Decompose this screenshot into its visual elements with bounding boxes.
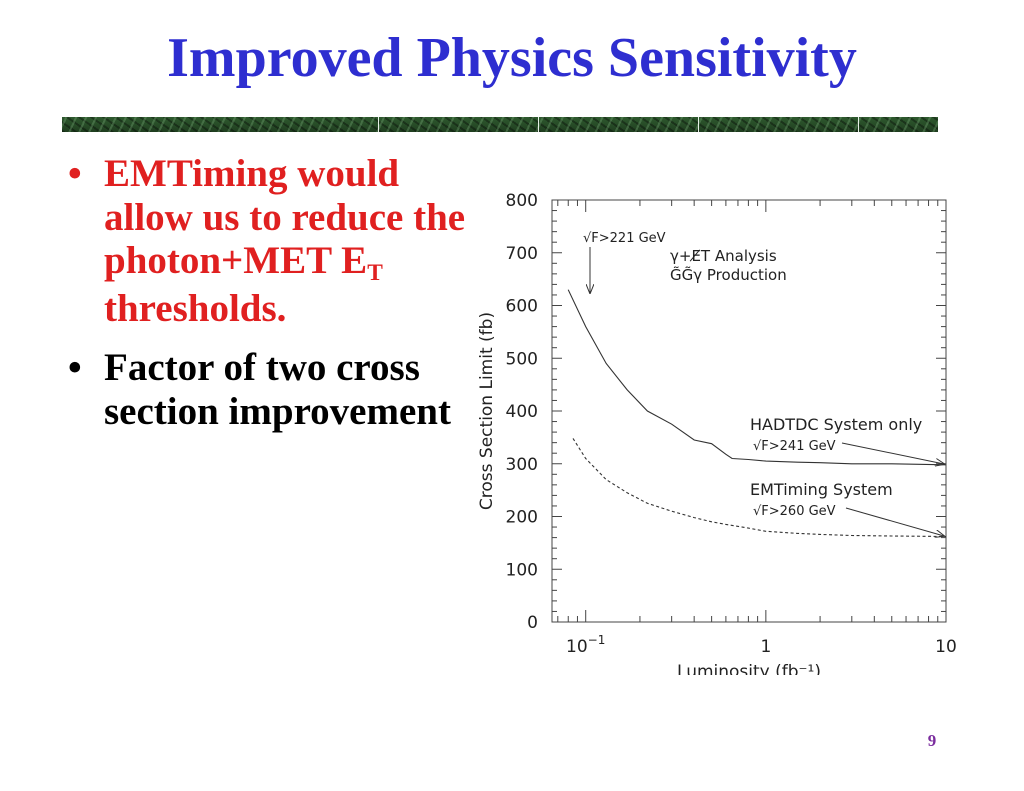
x-tick-label: 10 <box>935 637 957 657</box>
annotation-production: G̃G̃γ Production <box>670 265 787 284</box>
x-axis-label: Luminosity (fb⁻¹) <box>677 662 821 675</box>
series-line-emtiming <box>572 438 947 538</box>
y-tick-label: 200 <box>506 508 538 528</box>
y-tick-label: 300 <box>506 455 538 475</box>
y-tick-label: 500 <box>506 349 538 369</box>
bullet-subscript: T <box>367 260 383 287</box>
y-tick-label: 700 <box>506 244 538 264</box>
annotation-cut-241: √F>241 GeV <box>753 439 836 454</box>
bullet-text: Factor of two cross section improvement <box>104 346 451 433</box>
bullet-item: • Factor of two cross section improvemen… <box>62 346 482 433</box>
bullet-dot-icon: • <box>68 346 82 390</box>
y-tick-label: 600 <box>506 297 538 317</box>
divider-tick <box>698 117 699 132</box>
y-tick-label: 100 <box>506 560 538 580</box>
y-tick-label: 0 <box>527 613 538 633</box>
annotation-emtiming: EMTiming System <box>750 480 893 499</box>
y-tick-label: 800 <box>506 191 538 211</box>
bullet-dot-icon: • <box>68 152 82 195</box>
divider-tick <box>858 117 859 132</box>
cross-section-chart: 0 100 200 300 400 500 600 700 800 10−1 1 10 Luminosi… <box>470 185 970 675</box>
bullet-text-tail: thresholds. <box>104 286 287 330</box>
bullet-item: • EMTiming would allow us to reduce the … <box>62 152 482 330</box>
y-axis-label: Cross Section Limit (fb) <box>477 312 497 510</box>
y-tick-label: 400 <box>506 402 538 422</box>
divider-tick <box>538 117 539 132</box>
annotation-cut-260: √F>260 GeV <box>753 504 836 519</box>
x-tick-label: 10−1 <box>566 633 605 657</box>
annotation-arrow <box>841 442 944 464</box>
series-line-hadtdc <box>567 289 947 466</box>
chart-svg: 0 100 200 300 400 500 600 700 800 10−1 1 10 Luminosi… <box>477 191 957 675</box>
slide-title: Improved Physics Sensitivity <box>167 27 857 89</box>
page-number: 9 <box>927 731 937 750</box>
bullet-text: EMTiming would allow us to reduce the ph… <box>104 152 466 283</box>
annotation-analysis-title: γ+E̸T Analysis <box>670 247 777 265</box>
title-divider-rule <box>62 117 938 132</box>
divider-tick <box>378 117 379 132</box>
bullet-list: • EMTiming would allow us to reduce the … <box>62 152 482 434</box>
annotation-arrow <box>845 507 944 536</box>
x-tick-label: 1 <box>760 637 771 657</box>
annotation-cut-221: √F>221 GeV <box>583 231 666 246</box>
annotation-hadtdc: HADTDC System only <box>750 415 922 434</box>
